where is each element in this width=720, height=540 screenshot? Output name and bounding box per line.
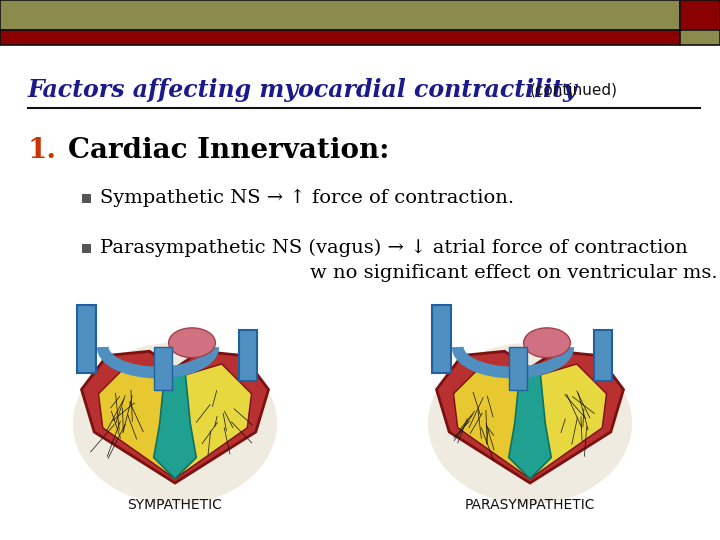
Ellipse shape — [428, 343, 632, 504]
Text: Sympathetic NS → ↑ force of contraction.: Sympathetic NS → ↑ force of contraction. — [100, 189, 514, 207]
Ellipse shape — [168, 328, 215, 357]
Polygon shape — [530, 364, 606, 479]
Polygon shape — [436, 351, 624, 483]
Ellipse shape — [523, 328, 570, 357]
Bar — [680, 0, 720, 30]
Text: 1.: 1. — [28, 137, 57, 164]
Bar — [82, 244, 91, 253]
Polygon shape — [454, 364, 530, 479]
Bar — [509, 347, 528, 389]
Polygon shape — [509, 373, 552, 479]
Bar — [594, 330, 613, 381]
Polygon shape — [175, 364, 251, 479]
Polygon shape — [81, 351, 269, 483]
Bar — [0, 30, 680, 45]
Text: Cardiac Innervation:: Cardiac Innervation: — [68, 137, 390, 164]
Text: PARASYMPATHETIC: PARASYMPATHETIC — [464, 498, 595, 512]
Bar — [82, 194, 91, 203]
Text: (continued): (continued) — [530, 83, 618, 98]
Bar — [239, 330, 258, 381]
Text: Factors affecting myocardial contractility: Factors affecting myocardial contractili… — [28, 78, 577, 102]
Ellipse shape — [73, 343, 277, 504]
Text: w no significant effect on ventricular ms.: w no significant effect on ventricular m… — [310, 264, 718, 282]
Text: Parasympathetic NS (vagus) → ↓ atrial force of contraction: Parasympathetic NS (vagus) → ↓ atrial fo… — [100, 239, 688, 257]
Bar — [432, 305, 451, 373]
Polygon shape — [99, 364, 175, 479]
Text: SYMPATHETIC: SYMPATHETIC — [127, 498, 222, 512]
Bar — [0, 0, 680, 30]
Bar — [77, 305, 96, 373]
Bar — [154, 347, 173, 389]
Bar — [680, 30, 720, 45]
Polygon shape — [154, 373, 197, 479]
